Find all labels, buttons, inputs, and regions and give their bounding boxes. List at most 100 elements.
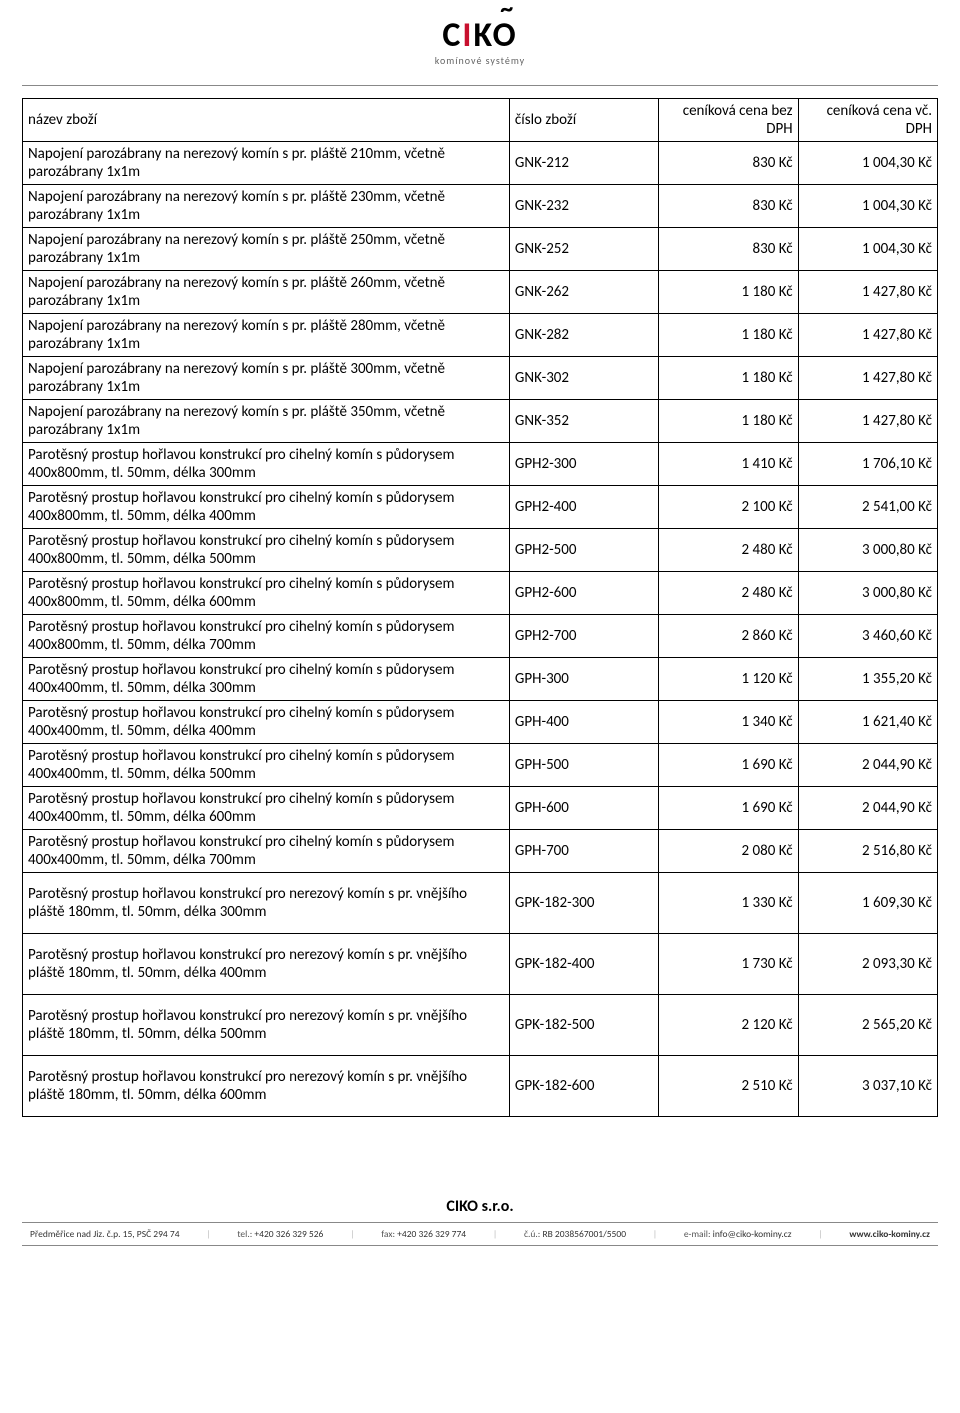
table-row: Parotěsný prostup hořlavou konstrukcí pr… [23, 615, 938, 658]
logo-part-1: C [442, 15, 462, 56]
logo-tilde-icon: ~ [500, 3, 515, 13]
cell-code: GPH2-500 [509, 529, 658, 572]
cell-price-in: 1 427,80 Kč [798, 357, 937, 400]
cell-price-in: 1 427,80 Kč [798, 271, 937, 314]
table-row: Parotěsný prostup hořlavou konstrukcí pr… [23, 658, 938, 701]
cell-code: GNK-262 [509, 271, 658, 314]
cell-code: GNK-232 [509, 185, 658, 228]
cell-code: GPK-182-300 [509, 873, 658, 934]
cell-code: GNK-212 [509, 142, 658, 185]
cell-price-ex: 830 Kč [659, 228, 798, 271]
header-divider [22, 85, 938, 86]
cell-price-ex: 1 340 Kč [659, 701, 798, 744]
table-row: Parotěsný prostup hořlavou konstrukcí pr… [23, 572, 938, 615]
cell-price-ex: 2 480 Kč [659, 529, 798, 572]
cell-name: Parotěsný prostup hořlavou konstrukcí pr… [23, 658, 510, 701]
cell-name: Parotěsný prostup hořlavou konstrukcí pr… [23, 787, 510, 830]
cell-code: GPK-182-400 [509, 934, 658, 995]
footer-part-value: +420 326 329 526 [254, 1228, 323, 1240]
col-header-code: číslo zboží [509, 99, 658, 142]
cell-price-ex: 1 730 Kč [659, 934, 798, 995]
table-row: Napojení parozábrany na nerezový komín s… [23, 314, 938, 357]
cell-price-ex: 1 690 Kč [659, 744, 798, 787]
cell-price-in: 2 516,80 Kč [798, 830, 937, 873]
footer-separator-icon: | [493, 1228, 497, 1240]
footer-part-label: č.ú.: [524, 1228, 543, 1240]
footer-part-value: Předměřice nad Jiz. č.p. 15, PSČ 294 74 [30, 1228, 180, 1240]
cell-code: GPH2-600 [509, 572, 658, 615]
footer-part-value: www.ciko-kominy.cz [849, 1228, 930, 1240]
footer-part-value: +420 326 329 774 [397, 1228, 466, 1240]
footer-divider-top [22, 1222, 938, 1223]
cell-price-in: 2 044,90 Kč [798, 787, 937, 830]
cell-price-in: 3 000,80 Kč [798, 572, 937, 615]
price-table: název zboží číslo zboží ceníková cena be… [22, 98, 938, 1117]
logo: CIKO ~ komínové systémy [435, 15, 525, 67]
cell-name: Napojení parozábrany na nerezový komín s… [23, 400, 510, 443]
cell-name: Napojení parozábrany na nerezový komín s… [23, 271, 510, 314]
cell-price-ex: 1 180 Kč [659, 400, 798, 443]
cell-price-ex: 2 120 Kč [659, 995, 798, 1056]
table-header-row: název zboží číslo zboží ceníková cena be… [23, 99, 938, 142]
cell-code: GPH2-700 [509, 615, 658, 658]
cell-price-in: 1 609,30 Kč [798, 873, 937, 934]
cell-price-in: 2 044,90 Kč [798, 744, 937, 787]
cell-code: GNK-302 [509, 357, 658, 400]
footer-part-label: tel.: [237, 1228, 254, 1240]
cell-code: GPK-182-500 [509, 995, 658, 1056]
footer-company: CIKO s.r.o. [0, 1197, 960, 1216]
cell-price-ex: 2 080 Kč [659, 830, 798, 873]
cell-price-in: 3 000,80 Kč [798, 529, 937, 572]
cell-name: Parotěsný prostup hořlavou konstrukcí pr… [23, 744, 510, 787]
footer-part-value: info@ciko-kominy.cz [713, 1228, 792, 1240]
col-header-price-in: ceníková cena vč. DPH [798, 99, 937, 142]
table-row: Parotěsný prostup hořlavou konstrukcí pr… [23, 744, 938, 787]
cell-code: GPH-500 [509, 744, 658, 787]
footer-part: e-mail: info@ciko-kominy.cz [684, 1228, 792, 1240]
cell-price-ex: 830 Kč [659, 142, 798, 185]
cell-price-in: 1 427,80 Kč [798, 314, 937, 357]
cell-name: Napojení parozábrany na nerezový komín s… [23, 314, 510, 357]
cell-price-ex: 2 860 Kč [659, 615, 798, 658]
footer-contact-line: Předměřice nad Jiz. č.p. 15, PSČ 294 74 |… [0, 1225, 960, 1243]
footer-divider-bottom [22, 1245, 938, 1246]
cell-price-in: 3 037,10 Kč [798, 1056, 937, 1117]
cell-name: Parotěsný prostup hořlavou konstrukcí pr… [23, 995, 510, 1056]
cell-code: GPH2-300 [509, 443, 658, 486]
cell-name: Parotěsný prostup hořlavou konstrukcí pr… [23, 529, 510, 572]
cell-code: GPH2-400 [509, 486, 658, 529]
table-row: Parotěsný prostup hořlavou konstrukcí pr… [23, 486, 938, 529]
footer-separator-icon: | [818, 1228, 822, 1240]
cell-price-ex: 1 690 Kč [659, 787, 798, 830]
cell-price-ex: 1 180 Kč [659, 357, 798, 400]
footer-separator-icon: | [206, 1228, 210, 1240]
cell-price-in: 1 621,40 Kč [798, 701, 937, 744]
footer-part: tel.: +420 326 329 526 [237, 1228, 323, 1240]
cell-code: GNK-252 [509, 228, 658, 271]
cell-code: GPK-182-600 [509, 1056, 658, 1117]
cell-price-ex: 2 480 Kč [659, 572, 798, 615]
table-row: Napojení parozábrany na nerezový komín s… [23, 400, 938, 443]
cell-price-ex: 2 100 Kč [659, 486, 798, 529]
footer-part: č.ú.: RB 2038567001/5500 [524, 1228, 626, 1240]
table-row: Napojení parozábrany na nerezový komín s… [23, 142, 938, 185]
cell-price-ex: 2 510 Kč [659, 1056, 798, 1117]
page-header: CIKO ~ komínové systémy [0, 0, 960, 79]
table-row: Parotěsný prostup hořlavou konstrukcí pr… [23, 701, 938, 744]
cell-name: Parotěsný prostup hořlavou konstrukcí pr… [23, 615, 510, 658]
cell-price-in: 1 004,30 Kč [798, 142, 937, 185]
logo-main: CIKO ~ [435, 15, 525, 56]
cell-name: Parotěsný prostup hořlavou konstrukcí pr… [23, 572, 510, 615]
cell-price-in: 2 093,30 Kč [798, 934, 937, 995]
logo-part-red: I [462, 15, 473, 56]
footer-part: fax: +420 326 329 774 [381, 1228, 466, 1240]
page-footer: CIKO s.r.o. Předměřice nad Jiz. č.p. 15,… [0, 1197, 960, 1246]
cell-name: Parotěsný prostup hořlavou konstrukcí pr… [23, 443, 510, 486]
table-row: Napojení parozábrany na nerezový komín s… [23, 185, 938, 228]
cell-name: Parotěsný prostup hořlavou konstrukcí pr… [23, 486, 510, 529]
table-row: Parotěsný prostup hořlavou konstrukcí pr… [23, 873, 938, 934]
cell-price-in: 1 004,30 Kč [798, 228, 937, 271]
cell-price-in: 3 460,60 Kč [798, 615, 937, 658]
cell-price-ex: 1 410 Kč [659, 443, 798, 486]
table-row: Parotěsný prostup hořlavou konstrukcí pr… [23, 830, 938, 873]
